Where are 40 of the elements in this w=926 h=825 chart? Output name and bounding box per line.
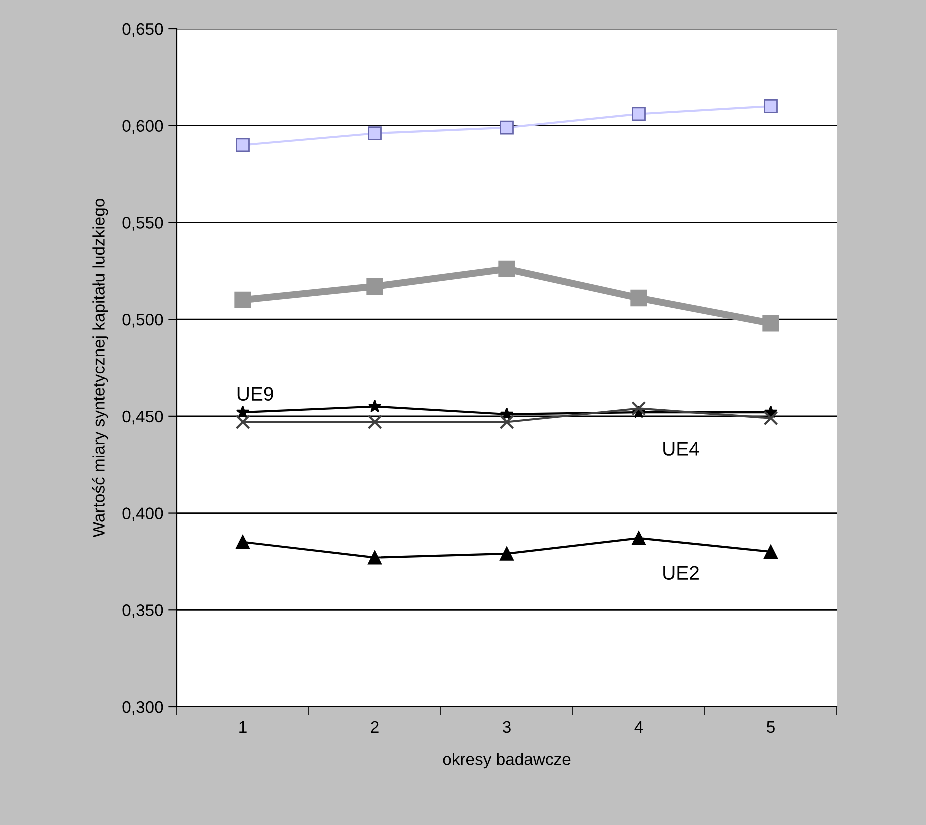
point: [236, 406, 250, 418]
series-label: UE9: [238, 387, 274, 402]
point: [764, 411, 778, 426]
point: [500, 414, 514, 430]
x-tick-label: 3: [503, 721, 511, 734]
point: [632, 532, 646, 546]
point: [762, 315, 780, 332]
point: [764, 545, 778, 559]
series-label: UE4: [664, 442, 700, 456]
y-tick-label: 0,450: [122, 410, 164, 425]
y-tick-label: 0,400: [122, 508, 164, 522]
series-label: UE2: [664, 566, 699, 580]
point: [366, 278, 384, 295]
point: [368, 414, 382, 430]
y-tick-label: 0,550: [122, 217, 164, 231]
y-tick-label: 0,500: [122, 314, 164, 328]
point: [632, 401, 646, 416]
y-tick-label: 0,650: [122, 23, 164, 38]
x-tick-label: 5: [767, 722, 775, 734]
point: [500, 120, 514, 135]
x-tick-label: 1: [240, 722, 247, 733]
x-tick-label: 2: [371, 721, 379, 733]
y-tick-label: 0,600: [122, 120, 164, 134]
point: [236, 138, 250, 152]
x-tick-label: 4: [634, 722, 644, 733]
point: [764, 100, 778, 114]
point: [234, 292, 252, 309]
point: [632, 107, 646, 122]
point: [630, 290, 648, 307]
y-tick-label: 0,350: [122, 604, 164, 618]
point: [368, 126, 382, 141]
point: [236, 414, 250, 430]
y-axis-title: Wartość miary syntetycznej kapitału ludzkiego: [92, 199, 108, 538]
y-tick-label: 0,300: [122, 701, 164, 716]
point: [498, 260, 516, 278]
point: [500, 547, 514, 561]
x-axis-title: okresy badawcze: [443, 753, 571, 769]
point: [368, 550, 382, 565]
point: [368, 400, 382, 412]
point: [236, 535, 250, 550]
